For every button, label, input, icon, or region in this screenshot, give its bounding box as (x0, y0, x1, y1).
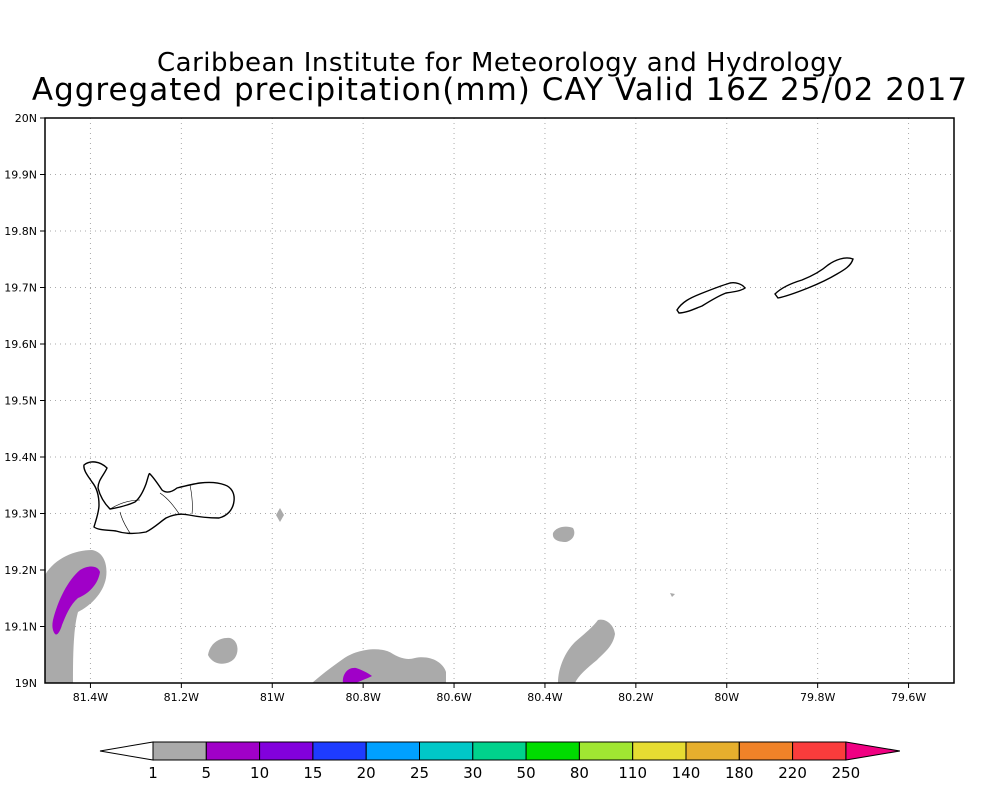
colorbar-swatch (632, 741, 687, 761)
colorbar-label: 1 (148, 764, 158, 782)
colorbar-swatch (312, 741, 367, 761)
axis-labels: 81.4W 81.2W 81W 80.8W 80.6W 80.4W 80.2W 80W 79.8… (4, 112, 926, 704)
islands (83, 257, 854, 535)
rain-core-west (52, 566, 100, 635)
lat-tick-label: 19.4N (4, 451, 37, 464)
map-frame (44, 117, 955, 684)
lon-tick-label: 79.6W (891, 691, 926, 704)
lat-tick-label: 19.2N (4, 564, 37, 577)
rain-area-speck (670, 593, 675, 597)
colorbar: 1 5 10 15 20 25 30 50 80 110 140 180 220 250 (99, 741, 900, 782)
lat-tick-label: 19N (15, 677, 37, 690)
colorbar-label: 25 (410, 764, 429, 782)
colorbar-swatch (152, 741, 207, 761)
cayman-brac-outline (774, 257, 854, 299)
colorbar-label: 15 (303, 764, 322, 782)
colorbar-label: 10 (250, 764, 269, 782)
colorbar-swatch (685, 741, 740, 761)
lat-tick-label: 19.3N (4, 508, 37, 521)
colorbar-label: 80 (570, 764, 589, 782)
colorbar-swatch (525, 741, 580, 761)
lat-tick-label: 19.9N (4, 169, 37, 182)
precipitation-areas (45, 508, 675, 683)
colorbar-label: 110 (618, 764, 647, 782)
colorbar-label: 20 (357, 764, 376, 782)
lon-tick-label: 80.8W (345, 691, 380, 704)
colorbar-swatch (738, 741, 794, 761)
colorbar-swatch (419, 741, 474, 761)
lat-tick-label: 19.5N (4, 395, 37, 408)
rain-core-south-central (342, 667, 372, 683)
lat-tick-label: 20N (15, 112, 37, 125)
colorbar-label: 220 (778, 764, 807, 782)
colorbar-label: 30 (463, 764, 482, 782)
colorbar-label: 180 (725, 764, 754, 782)
colorbar-label: 140 (672, 764, 701, 782)
colorbar-swatch (792, 741, 847, 761)
grand-cayman-inner-lines (109, 484, 193, 534)
rain-area-cayman-brac-south (208, 637, 238, 664)
colorbar-swatch (365, 741, 421, 761)
colorbar-swatch (259, 741, 314, 761)
colorbar-swatch (472, 741, 527, 761)
colorbar-under-arrow (99, 741, 154, 761)
rain-area-east-small (552, 526, 575, 542)
lon-tick-label: 81W (260, 691, 285, 704)
colorbar-over-arrow (845, 741, 900, 761)
lat-tick-label: 19.1N (4, 621, 37, 634)
rain-area-southeast (558, 619, 615, 683)
colorbar-label: 5 (202, 764, 212, 782)
lon-tick-label: 80.6W (436, 691, 471, 704)
grand-cayman-outline (83, 461, 235, 535)
title-line1: Caribbean Institute for Meteorology and … (157, 48, 843, 78)
lon-tick-label: 81.2W (164, 691, 199, 704)
colorbar-label: 50 (517, 764, 536, 782)
lon-tick-label: 80W (714, 691, 739, 704)
lon-tick-label: 80.4W (527, 691, 562, 704)
lat-tick-label: 19.7N (4, 282, 37, 295)
rain-area-diamond (276, 508, 284, 522)
lon-tick-label: 80.2W (618, 691, 653, 704)
colorbar-swatch (205, 741, 261, 761)
lat-tick-label: 19.8N (4, 225, 37, 238)
lat-tick-label: 19.6N (4, 338, 37, 351)
title-line2: Aggregated precipitation(mm) CAY Valid 1… (31, 72, 969, 108)
lon-tick-label: 81.4W (73, 691, 108, 704)
lon-tick-label: 79.8W (800, 691, 835, 704)
little-cayman-outline (676, 282, 746, 314)
colorbar-label: 250 (832, 764, 861, 782)
precipitation-areas-heavy (52, 566, 372, 683)
colorbar-swatch (578, 741, 634, 761)
rain-area-south-central (312, 649, 446, 683)
grid-lines (40, 117, 954, 688)
